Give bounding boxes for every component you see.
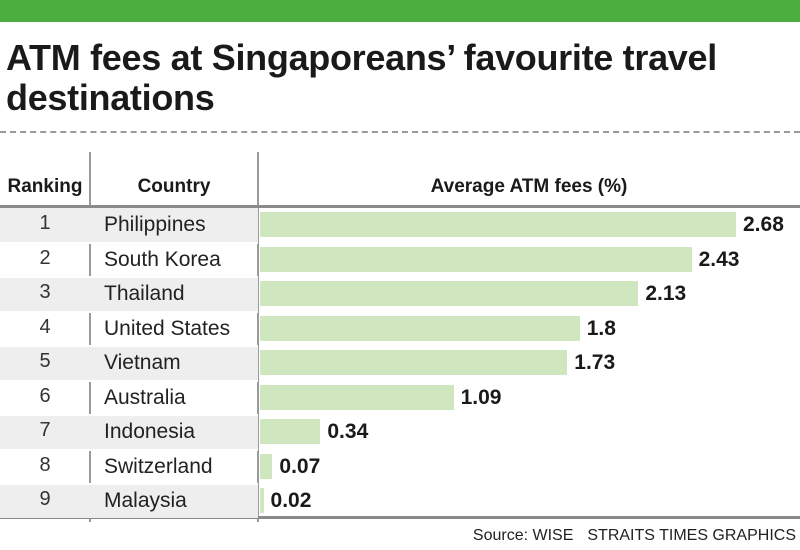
country-label: South Korea — [104, 243, 254, 277]
country-label: United States — [104, 312, 254, 346]
value-label: 2.13 — [645, 277, 686, 311]
publisher-credit: STRAITS TIMES GRAPHICS — [587, 527, 796, 544]
title-divider — [0, 131, 800, 133]
country-label: Switzerland — [104, 450, 254, 484]
value-label: 1.8 — [587, 312, 616, 346]
value-label: 2.43 — [699, 243, 740, 277]
value-label: 2.68 — [743, 208, 784, 242]
value-label: 1.09 — [461, 381, 502, 415]
country-label: Malaysia — [104, 484, 254, 518]
fees-header: Average ATM fees (%) — [258, 172, 800, 202]
top-accent-bar — [0, 0, 800, 22]
rank-label: 7 — [0, 413, 90, 447]
source-note: Source: WISE STRAITS TIMES GRAPHICS — [473, 527, 796, 545]
bar — [260, 419, 320, 444]
country-label: Thailand — [104, 277, 254, 311]
source-credit: Source: WISE — [473, 527, 573, 544]
bar — [260, 247, 692, 272]
rank-label: 3 — [0, 275, 90, 309]
bar — [260, 385, 454, 410]
bar — [260, 212, 736, 237]
country-label: Vietnam — [104, 346, 254, 380]
bar — [260, 454, 272, 479]
rank-label: 8 — [0, 448, 90, 482]
country-label: Australia — [104, 381, 254, 415]
rank-label: 2 — [0, 241, 90, 275]
bar — [260, 488, 264, 513]
rank-label: 9 — [0, 482, 90, 516]
rank-label: 1 — [0, 206, 90, 240]
value-label: 0.07 — [279, 450, 320, 484]
country-label: Philippines — [104, 208, 254, 242]
chart-title: ATM fees at Singaporeans’ favourite trav… — [6, 38, 786, 118]
value-label: 1.73 — [574, 346, 615, 380]
bar — [260, 350, 567, 375]
rank-label: 5 — [0, 344, 90, 378]
rank-label: 4 — [0, 310, 90, 344]
value-label: 0.34 — [327, 415, 368, 449]
value-label: 0.02 — [271, 484, 312, 518]
bar — [260, 281, 638, 306]
country-header: Country — [90, 172, 258, 202]
rank-label: 6 — [0, 379, 90, 413]
country-label: Indonesia — [104, 415, 254, 449]
ranking-header: Ranking — [0, 172, 90, 202]
bar — [260, 316, 580, 341]
